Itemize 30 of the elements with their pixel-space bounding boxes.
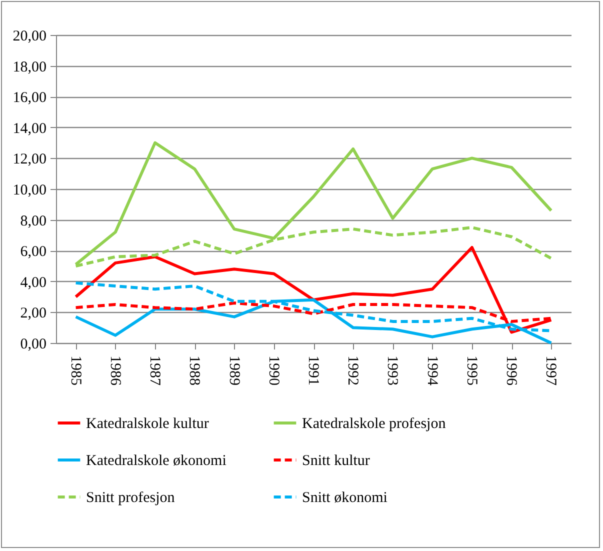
y-tick-label: 0,00 xyxy=(20,336,46,352)
x-tick-label: 1988 xyxy=(186,356,202,386)
x-tick-label: 1989 xyxy=(226,356,242,386)
x-tick-label: 1992 xyxy=(344,356,361,386)
legend-label: Snitt profesjon xyxy=(86,490,176,506)
x-tick-label: 1987 xyxy=(146,356,163,386)
legend-label: Katedralskole kultur xyxy=(86,416,209,432)
y-tick-label: 10,00 xyxy=(12,182,46,198)
legend-label: Snitt kultur xyxy=(302,453,370,469)
y-tick-label: 16,00 xyxy=(12,90,46,106)
x-tick-label: 1991 xyxy=(305,356,321,386)
x-tick-label: 1996 xyxy=(503,356,520,386)
y-tick-label: 4,00 xyxy=(20,274,46,291)
x-tick-label: 1986 xyxy=(106,356,123,386)
y-tick-label: 14,00 xyxy=(12,120,46,137)
legend-label: Snitt økonomi xyxy=(302,490,388,506)
x-tick-label: 1995 xyxy=(463,356,480,386)
x-tick-label: 1993 xyxy=(384,356,400,386)
y-tick-label: 18,00 xyxy=(12,59,46,76)
y-tick-label: 6,00 xyxy=(20,244,46,260)
x-tick-label: 1994 xyxy=(424,356,440,386)
legend-label: Katedralskole profesjon xyxy=(302,416,446,432)
x-tick-label: 1985 xyxy=(67,356,84,386)
x-tick-label: 1990 xyxy=(265,356,282,386)
legend-label: Katedralskole økonomi xyxy=(86,453,226,469)
y-tick-label: 2,00 xyxy=(20,306,46,322)
y-tick-label: 20,00 xyxy=(12,28,46,44)
y-tick-label: 8,00 xyxy=(20,213,46,230)
x-tick-label: 1997 xyxy=(542,356,559,386)
y-tick-label: 12,00 xyxy=(12,152,46,168)
